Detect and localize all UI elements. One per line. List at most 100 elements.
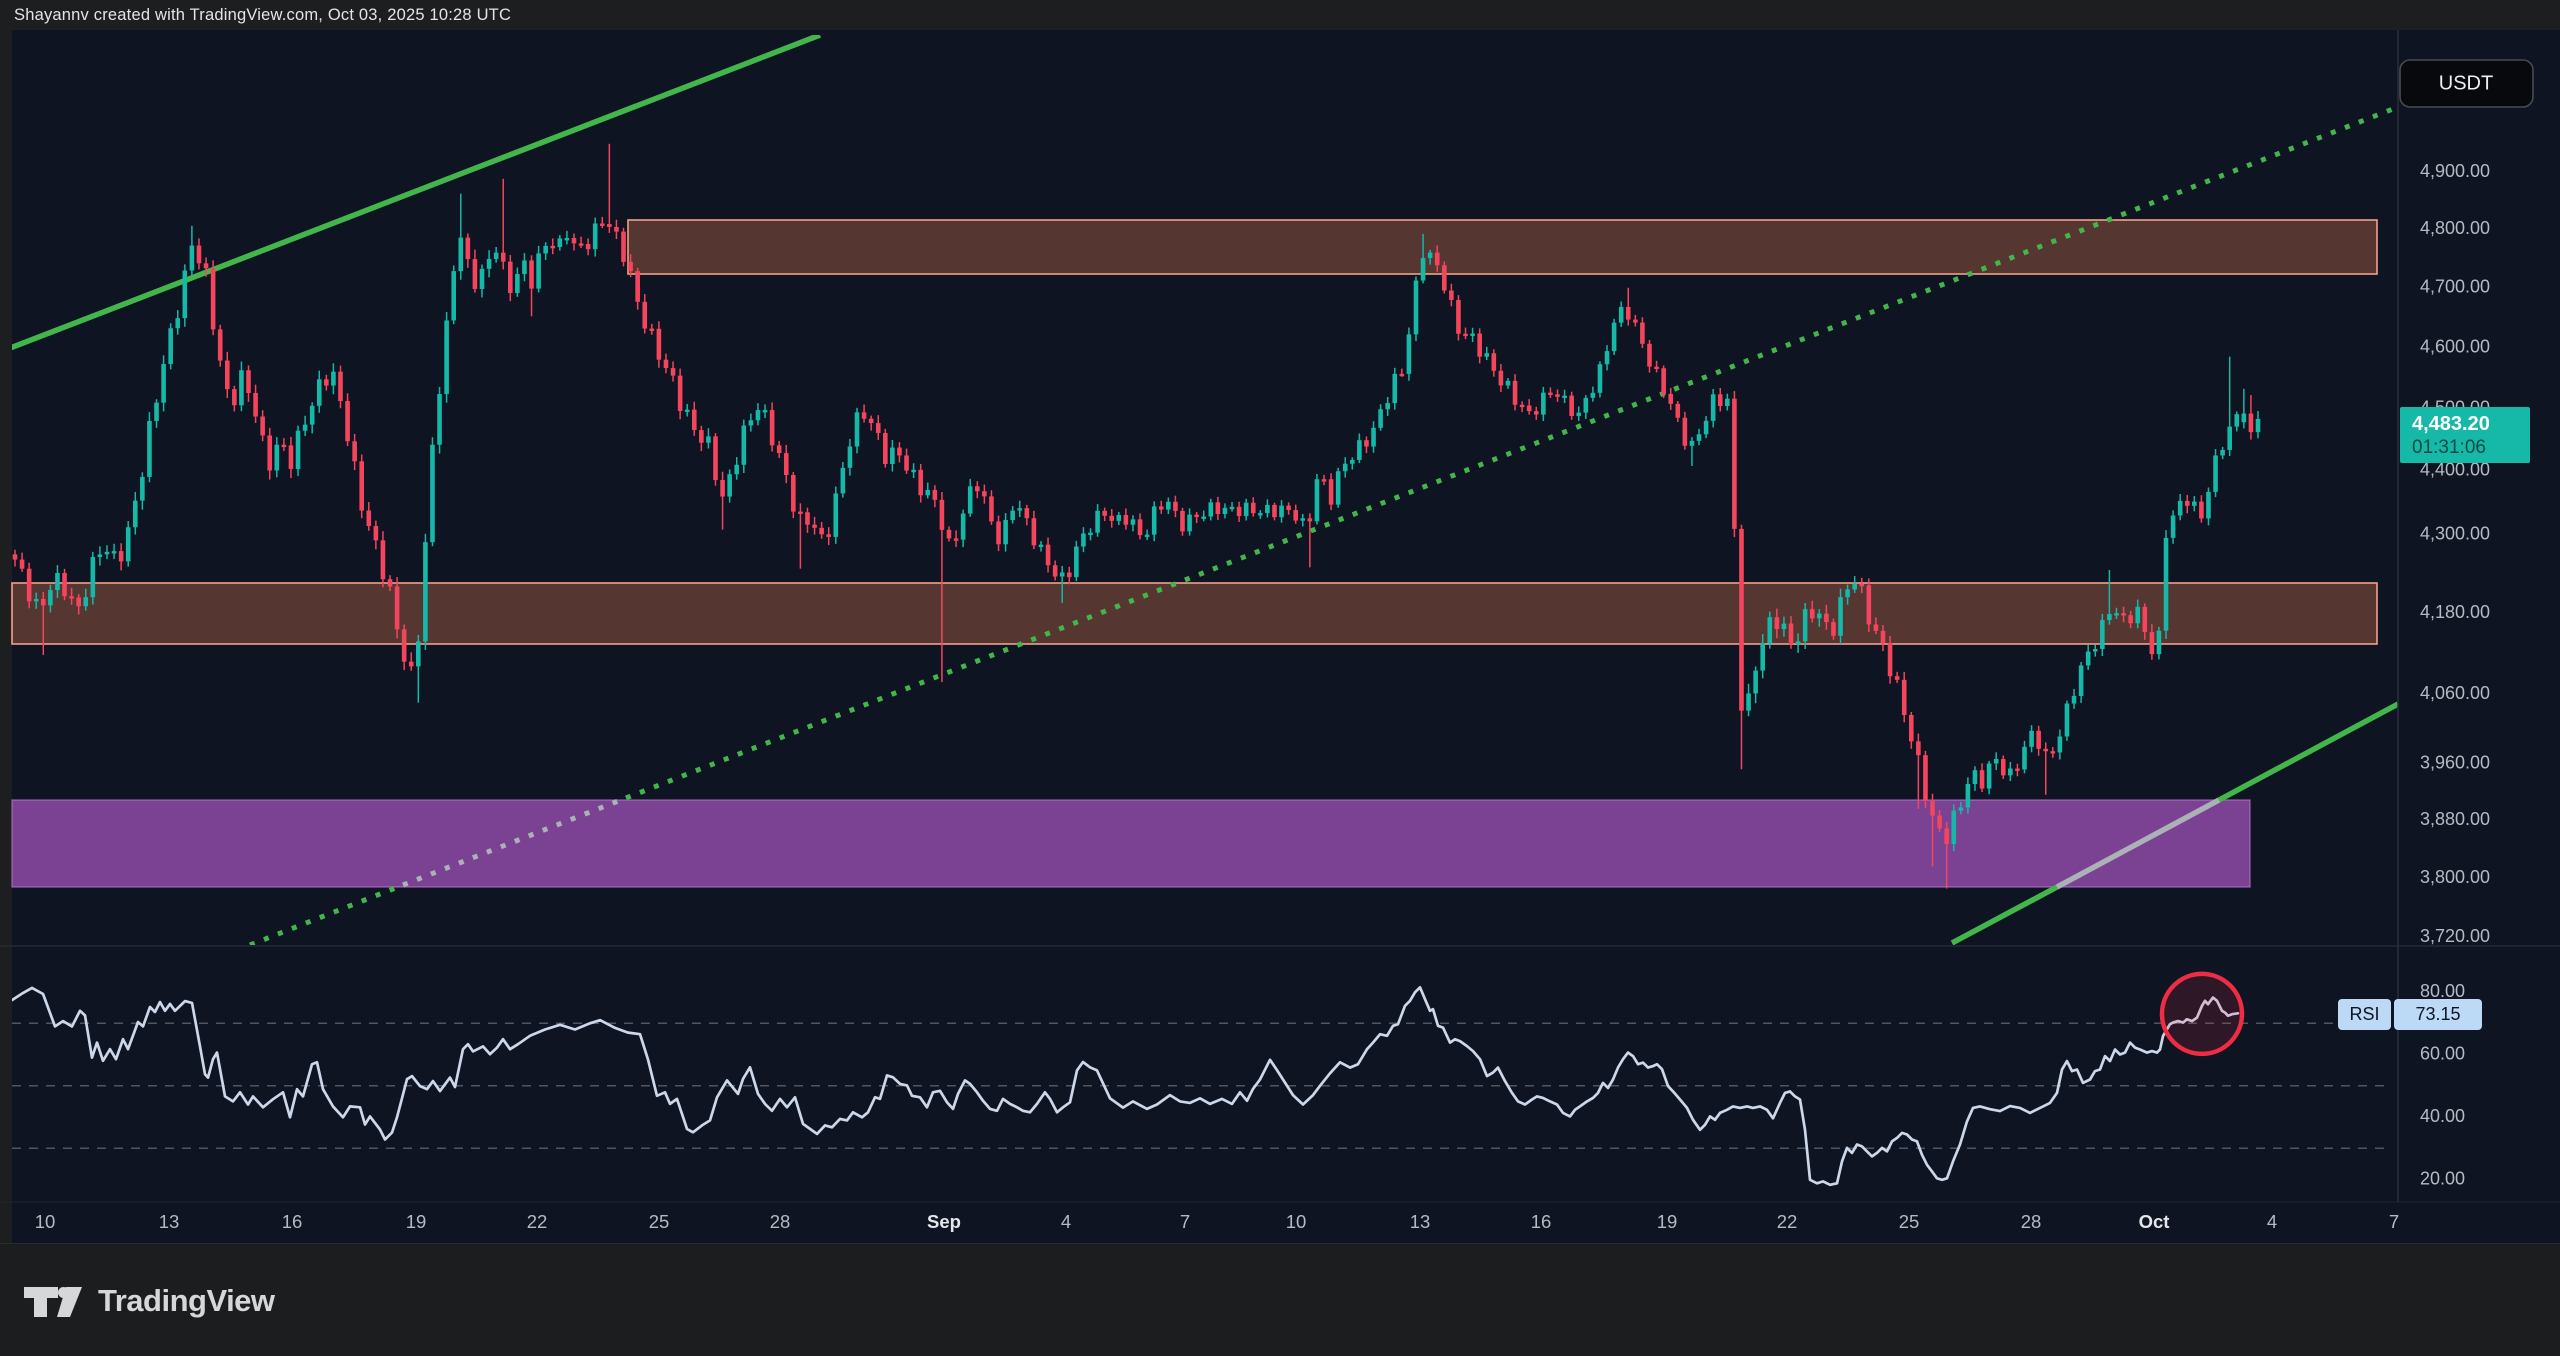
rising-dotted-trendline[interactable] — [402, 795, 627, 888]
candle-body — [380, 540, 386, 580]
candle-body — [1045, 544, 1051, 566]
demand-zone-purple[interactable] — [11, 799, 2251, 888]
candle-body — [798, 511, 803, 514]
candle-body — [543, 245, 548, 254]
candle-body — [1824, 613, 1829, 623]
candle-body — [1717, 394, 1723, 407]
candle-body — [1265, 504, 1270, 514]
candle-body — [1158, 506, 1164, 510]
rsi-series[interactable] — [12, 985, 2240, 1187]
candle-body — [1052, 565, 1058, 577]
currency-button[interactable]: USDT — [2399, 59, 2534, 108]
candle-body — [55, 572, 60, 591]
time-tick: 19 — [1657, 1211, 1678, 1232]
candle-body — [769, 410, 775, 446]
candle-body — [1180, 510, 1185, 532]
support-zone-mid[interactable] — [11, 582, 2378, 645]
price-tick: 4,060.00 — [2420, 683, 2490, 703]
attribution-text: Shayannv created with TradingView.com, O… — [14, 5, 512, 24]
candle-body — [168, 328, 173, 365]
candle-body — [1491, 353, 1497, 371]
candle-body — [2043, 748, 2049, 752]
currency-button-bg[interactable] — [2399, 59, 2534, 108]
candle-body — [1102, 510, 1107, 516]
candle-body — [69, 596, 74, 599]
candle-body — [1831, 622, 1836, 636]
candle-body — [2114, 613, 2119, 616]
time-tick: 19 — [406, 1211, 427, 1232]
lower-support-trendline[interactable] — [1950, 884, 2059, 945]
resistance-zone-upper[interactable] — [627, 219, 2378, 275]
rising-dotted-trendline[interactable] — [625, 104, 2398, 801]
chart-canvas[interactable]: 4,900.004,800.004,700.004,600.004,500.00… — [0, 30, 2560, 1243]
candle-body — [1024, 508, 1030, 519]
rising-dotted-trendline[interactable] — [249, 882, 404, 945]
candle-body — [1321, 479, 1327, 482]
candle-body — [1668, 393, 1674, 404]
candle-body — [1760, 643, 1766, 671]
rsi-name: RSI — [2349, 1004, 2379, 1024]
candle-body — [140, 476, 145, 501]
candle-body — [642, 301, 648, 329]
candle-body — [2000, 758, 2006, 776]
candle-body — [1951, 810, 1957, 844]
candle-body — [1144, 534, 1150, 538]
candle-body — [189, 245, 195, 271]
candle-body — [1930, 801, 1935, 816]
candle-body — [1406, 334, 1412, 374]
time-tick: 16 — [1531, 1211, 1552, 1232]
upper-trendline[interactable] — [0, 35, 821, 352]
candle-body — [1965, 783, 1971, 808]
time-tick: 16 — [282, 1211, 303, 1232]
time-tick: 22 — [527, 1211, 548, 1232]
candle-body — [1208, 502, 1214, 517]
supply-demand-zones[interactable] — [11, 219, 2378, 888]
candle-body — [1449, 290, 1454, 300]
tradingview-wordmark[interactable]: TradingView — [98, 1282, 275, 1318]
candle-body — [2248, 413, 2254, 433]
candle-body — [522, 260, 527, 275]
candlestick-series[interactable] — [12, 143, 2261, 889]
trendlines[interactable] — [0, 35, 2398, 945]
candle-body — [132, 500, 138, 528]
candle-body — [911, 469, 916, 473]
price-tick: 3,880.00 — [2420, 809, 2490, 829]
time-axis[interactable]: 10 13 16 19 22 25 28 Sep 4 7 10 13 16 19 22 25 28 Oct 4 7 — [35, 1211, 2399, 1232]
candle-body — [2078, 665, 2084, 696]
candle-body — [677, 375, 683, 412]
candle-body — [883, 433, 888, 464]
rsi-value-chips[interactable]: RSI 73.15 — [2338, 999, 2482, 1030]
rsi-value-chip — [2394, 999, 2482, 1030]
candle-body — [755, 410, 761, 421]
candle-body — [1519, 404, 1525, 408]
tradingview-logo-icon[interactable] — [22, 1281, 84, 1321]
candle-body — [387, 579, 393, 587]
candle-body — [1647, 343, 1652, 367]
candle-body — [1137, 519, 1143, 536]
time-tick: 7 — [1180, 1211, 1190, 1232]
lower-support-trendline[interactable] — [2217, 701, 2398, 803]
candle-body — [564, 238, 570, 241]
candle-body — [182, 270, 188, 319]
candle-body — [1887, 643, 1893, 677]
candle-body — [812, 524, 817, 528]
candle-body — [1031, 518, 1037, 546]
candle-body — [324, 379, 329, 386]
rsi-name-chip[interactable] — [2338, 999, 2391, 1030]
candle-body — [2022, 746, 2027, 770]
candle-body — [1463, 333, 1468, 337]
candle-body — [118, 551, 124, 562]
candle-body — [1095, 510, 1100, 533]
candle-body — [1873, 624, 1879, 631]
candle-body — [557, 238, 563, 247]
rsi-pane[interactable] — [12, 971, 2388, 1187]
candle-body — [1682, 417, 1688, 446]
currency-button-label: USDT — [2439, 72, 2493, 94]
candle-body — [1498, 370, 1504, 386]
candle-body — [1378, 409, 1383, 428]
candle-body — [465, 237, 471, 260]
lower-support-trendline[interactable] — [2055, 797, 2221, 890]
candle-body — [819, 527, 824, 535]
candle-body — [1908, 715, 1914, 742]
candle-body — [2008, 768, 2013, 776]
